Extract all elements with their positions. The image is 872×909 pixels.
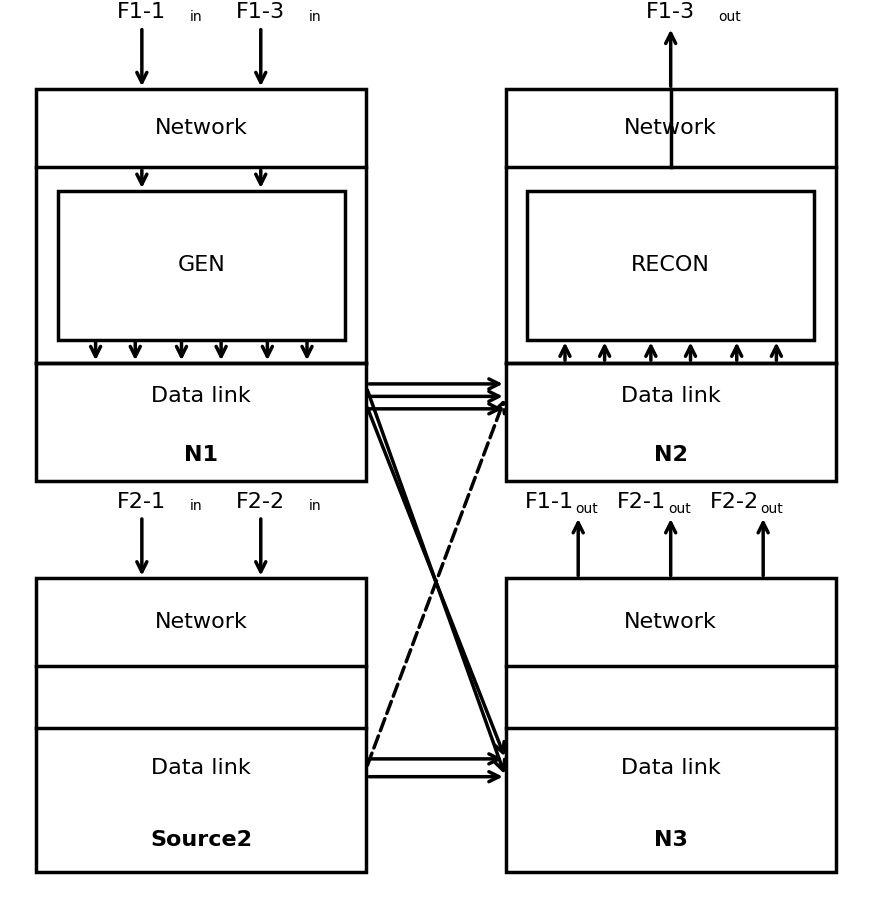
Text: in: in: [309, 499, 321, 514]
Text: Data link: Data link: [621, 758, 720, 778]
Text: out: out: [576, 502, 598, 516]
Text: in: in: [309, 10, 321, 25]
Text: GEN: GEN: [177, 255, 225, 275]
Bar: [506, 578, 836, 872]
Bar: [36, 89, 366, 481]
Text: Network: Network: [155, 118, 248, 138]
Text: out: out: [719, 10, 741, 25]
Text: out: out: [760, 502, 783, 516]
Text: in: in: [190, 499, 202, 514]
Bar: [58, 191, 344, 340]
Text: N1: N1: [184, 445, 218, 465]
Text: F2-2: F2-2: [710, 492, 759, 512]
Text: in: in: [190, 10, 202, 25]
Text: F2-1: F2-1: [118, 492, 167, 512]
Text: F2-2: F2-2: [236, 492, 285, 512]
Text: F1-1: F1-1: [118, 3, 167, 23]
Bar: [36, 578, 366, 872]
Text: F1-3: F1-3: [646, 3, 695, 23]
Text: RECON: RECON: [631, 255, 710, 275]
Text: N3: N3: [654, 830, 688, 850]
Bar: [528, 191, 814, 340]
Text: Network: Network: [624, 613, 717, 633]
Text: Source2: Source2: [150, 830, 252, 850]
Text: Data link: Data link: [152, 386, 251, 406]
Text: F1-3: F1-3: [236, 3, 285, 23]
Text: Network: Network: [624, 118, 717, 138]
Bar: [506, 89, 836, 481]
Text: Data link: Data link: [621, 386, 720, 406]
Text: F1-1: F1-1: [525, 492, 574, 512]
Text: Network: Network: [155, 613, 248, 633]
Text: Data link: Data link: [152, 758, 251, 778]
Text: F2-1: F2-1: [617, 492, 666, 512]
Text: N2: N2: [654, 445, 688, 465]
Text: out: out: [668, 502, 691, 516]
